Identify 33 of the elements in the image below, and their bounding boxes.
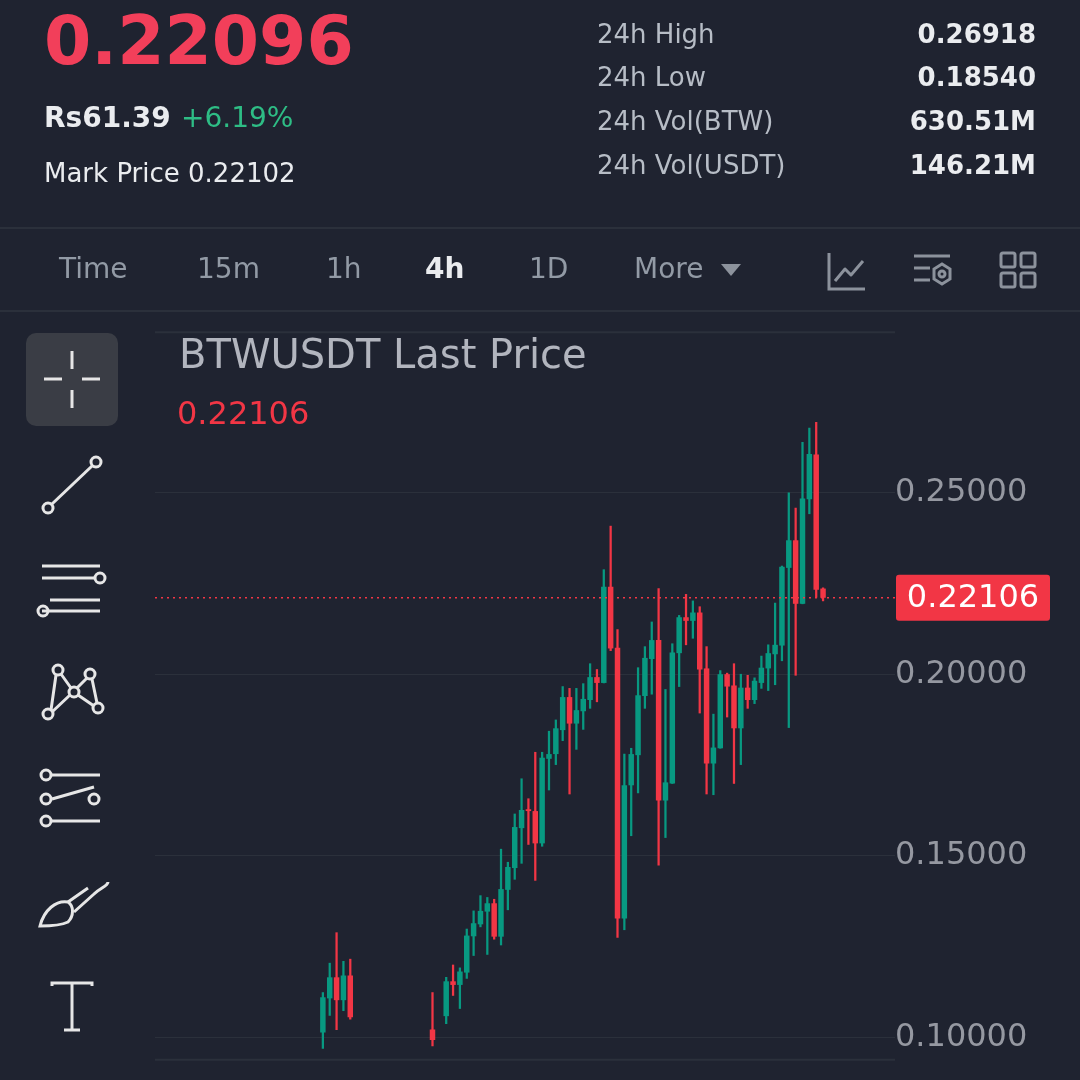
y-tick-label: 0.10000: [895, 1015, 1028, 1054]
text: +6.19%: [181, 100, 294, 134]
candlestick: [710, 713, 717, 796]
chart-title: BTWUSDT Last Price: [179, 331, 587, 377]
text: Mark Price 0.22102: [44, 157, 296, 188]
annotation: 0.22106: [177, 394, 310, 433]
ref-line-label: 0.22106: [906, 577, 1040, 616]
y-tick-label: 0.20000: [895, 652, 1028, 691]
text: 24h Vol(BTW): [597, 105, 774, 136]
text: 24h Low: [597, 61, 707, 92]
candlestick: [573, 688, 580, 750]
text: 0.18540: [917, 61, 1036, 92]
y-tick-label: 0.15000: [895, 834, 1028, 873]
text: 4h: [425, 251, 465, 285]
text: Time: [59, 251, 128, 285]
text: 0.26918: [917, 18, 1036, 49]
text: 15m: [197, 251, 260, 285]
text: 630.51M: [909, 105, 1036, 136]
candlestick: [662, 689, 669, 838]
text: 1h: [326, 251, 362, 285]
text: More: [634, 251, 704, 285]
text: 146.21M: [909, 149, 1036, 180]
text: 0.22096: [44, 0, 354, 80]
text: 24h Vol(USDT): [597, 149, 786, 180]
y-tick-label: 0.25000: [895, 471, 1028, 510]
candlestick: [518, 778, 525, 864]
candlestick: [470, 910, 477, 956]
candlestick: [525, 798, 532, 845]
candlestick: [566, 688, 573, 795]
text: 1D: [529, 251, 569, 285]
candlestick: [333, 932, 340, 1030]
text: 24h High: [597, 18, 715, 49]
text: Rs61.39: [44, 100, 171, 134]
